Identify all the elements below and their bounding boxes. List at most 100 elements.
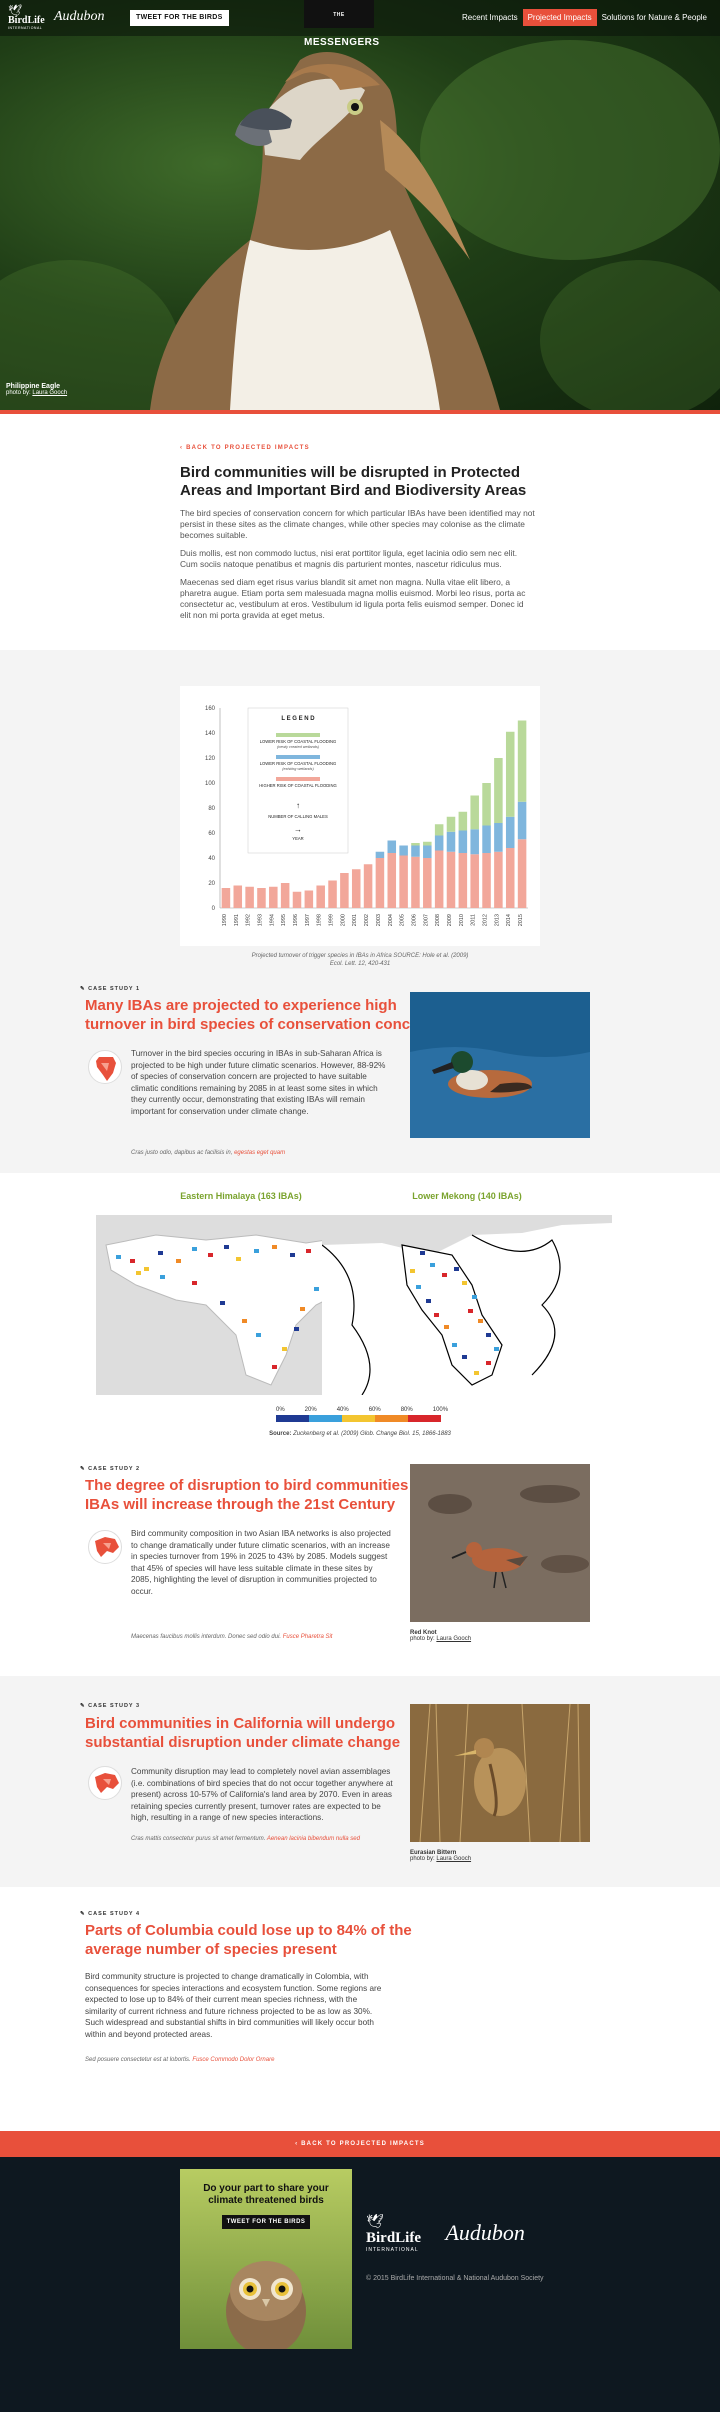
x-tick-label: 2002 — [364, 914, 370, 926]
hero-accent-bar — [0, 410, 720, 414]
iba-site-marker — [494, 1347, 499, 1351]
iba-site-marker — [444, 1325, 449, 1329]
legend-y-label: NUMBER OF CALLING MALES — [268, 814, 328, 819]
iba-site-marker — [220, 1301, 225, 1305]
x-tick-label: 2001 — [352, 914, 358, 926]
bar-segment — [328, 880, 337, 908]
bar-segment — [387, 840, 397, 853]
case-note-link[interactable]: Fusce Pharetra Sit — [282, 1634, 333, 1640]
bar-segment — [399, 845, 408, 856]
messengers-brand[interactable]: THE MESSENGERS — [304, 0, 379, 48]
iba-site-marker — [224, 1245, 229, 1249]
bar-segment — [411, 843, 420, 846]
africa-map-icon — [88, 1050, 122, 1084]
arrow-up-icon: ↑ — [296, 801, 300, 810]
bar-segment — [399, 855, 408, 908]
pen-icon: ✎ — [80, 1466, 89, 1472]
tweet-for-birds-button[interactable]: TWEET FOR THE BIRDS — [130, 10, 229, 26]
turnover-bar-chart: 0 20 40 60 80 100 120 140 160 1990 1991 1992 1993 199… — [205, 706, 528, 926]
bar-segment — [505, 816, 515, 848]
map-title-himalaya: Eastern Himalaya (163 IBAs) — [180, 1191, 302, 1201]
x-tick-label: 1998 — [317, 914, 323, 926]
case-note-link[interactable]: Aenean lacinia bibendum nulla sed — [266, 1836, 360, 1842]
x-tick-label: 2009 — [447, 914, 453, 926]
case-body: Turnover in the bird species occuring in… — [131, 1049, 386, 1116]
duck-photo — [410, 992, 590, 1138]
iba-site-marker — [462, 1355, 467, 1359]
main-nav: Recent Impacts Projected Impacts Solutio… — [457, 9, 712, 26]
case-title: The degree of disruption to bird communi… — [85, 1477, 426, 1513]
iba-site-marker — [290, 1253, 295, 1257]
x-tick-label: 1993 — [257, 914, 263, 926]
y-tick-label: 60 — [208, 831, 215, 837]
iba-site-marker — [486, 1333, 491, 1337]
iba-site-marker — [192, 1247, 197, 1251]
bar-segment — [363, 864, 373, 908]
case-study-2: ✎ CASE STUDY 2 The degree of disruption … — [0, 1464, 720, 1676]
photographer-link[interactable]: Laura Gooch — [436, 1636, 472, 1642]
iba-site-marker — [454, 1267, 459, 1271]
owl-image — [226, 2261, 306, 2349]
y-tick-label: 20 — [208, 881, 215, 887]
bar-segment — [351, 869, 361, 908]
bar-segment — [434, 850, 444, 908]
bar-segment — [257, 888, 266, 908]
bar-segment — [423, 845, 432, 858]
case-title: Parts of Columbia could lose up to 84% o… — [85, 1922, 412, 1958]
x-tick-label: 2015 — [518, 914, 524, 926]
nav-projected-impacts[interactable]: Projected Impacts — [522, 9, 597, 26]
card-tweet-button[interactable]: TWEET FOR THE BIRDS — [222, 2215, 310, 2229]
case-body: Bird community composition in two Asian … — [131, 1529, 391, 1596]
footer-logos: 🕊 BirdLife INTERNATIONAL Audubon — [366, 2213, 525, 2253]
page-title: Bird communities will be disrupted in Pr… — [180, 464, 527, 499]
bar-segment — [517, 839, 527, 908]
x-tick-label: 2007 — [423, 914, 429, 926]
iba-site-marker — [416, 1285, 421, 1289]
footer-back-to-projected-impacts-link[interactable]: ‹ BACK TO PROJECTED IMPACTS — [0, 2131, 720, 2157]
map-scale-legend: 0% 20% 40% 60% 80% 100% — [276, 1407, 448, 1422]
eurasian-bittern-photo: Eurasian Bittern photo by: Laura Gooch — [410, 1703, 590, 1862]
map-source: Source: Zuckenberg et al. (2009) Glob. C… — [269, 1431, 451, 1437]
iba-site-marker — [410, 1269, 415, 1273]
audubon-logo[interactable]: Audubon — [54, 9, 105, 24]
bar-segment — [280, 883, 290, 908]
photographer-link[interactable]: Laura Gooch — [32, 390, 68, 396]
legend-label: HIGHER RISK OF COASTAL FLOODING — [259, 783, 336, 788]
x-tick-label: 1995 — [281, 914, 287, 926]
scale-swatch — [309, 1415, 342, 1422]
case-note-link[interactable]: egestas eget quam — [234, 1150, 286, 1156]
bar-segment — [517, 801, 527, 840]
case-title: Many IBAs are projected to experience hi… — [85, 997, 434, 1033]
birdlife-logo[interactable]: 🕊 BirdLife INTERNATIONAL — [366, 2213, 421, 2253]
bar-segment — [482, 853, 491, 908]
bar-segment — [411, 845, 420, 857]
legend-title: L E G E N D — [281, 716, 315, 722]
europe-map-icon — [88, 1766, 122, 1800]
birdlife-logo[interactable]: 🕊 BirdLife INTERNATIONAL — [8, 5, 45, 31]
footer: Do your part to share your climate threat… — [0, 2157, 720, 2412]
bar-segment — [340, 873, 349, 908]
hero-eagle-image: Philippine Eagle photo by: Laura Gooch — [0, 0, 720, 410]
iba-site-marker — [136, 1271, 141, 1275]
photographer-link[interactable]: Laura Gooch — [436, 1856, 472, 1862]
case-note: Cras justo odio, dapibus ac facilisis in… — [131, 1150, 286, 1156]
case-note-link[interactable]: Fusce Commodo Dolor Ornare — [192, 2057, 275, 2063]
bird-icon: 🕊 — [8, 5, 22, 17]
iba-site-marker — [208, 1253, 213, 1257]
iba-site-marker — [442, 1273, 447, 1277]
bar-segment — [269, 886, 278, 908]
back-to-projected-impacts-link[interactable]: ‹ BACK TO PROJECTED IMPACTS — [180, 445, 310, 451]
x-tick-label: 2012 — [483, 914, 489, 926]
iba-site-marker — [468, 1309, 473, 1313]
shoveler-photo — [410, 992, 590, 1143]
bird-icon: 🕊 — [366, 2213, 384, 2229]
bar-segment — [292, 891, 302, 908]
bar-segment — [423, 841, 432, 846]
nav-solutions[interactable]: Solutions for Nature & People — [601, 13, 707, 22]
iba-site-marker — [462, 1281, 467, 1285]
iba-site-marker — [486, 1361, 491, 1365]
audubon-logo[interactable]: Audubon — [445, 2220, 525, 2245]
bar-segment — [245, 886, 254, 908]
nav-recent-impacts[interactable]: Recent Impacts — [461, 13, 518, 22]
legend-label: LOWER RISK OF COASTAL FLOODING — [260, 761, 337, 766]
